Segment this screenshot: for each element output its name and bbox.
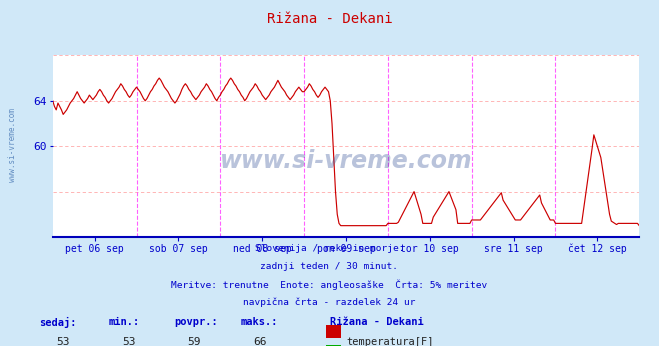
Text: Meritve: trenutne  Enote: angleosaške  Črta: 5% meritev: Meritve: trenutne Enote: angleosaške Črt… — [171, 280, 488, 290]
Text: 53: 53 — [56, 337, 69, 346]
Text: Slovenija / reke in morje.: Slovenija / reke in morje. — [255, 244, 404, 253]
Text: www.si-vreme.com: www.si-vreme.com — [8, 108, 17, 182]
Text: Rižana - Dekani: Rižana - Dekani — [267, 12, 392, 26]
Text: 53: 53 — [122, 337, 135, 346]
Text: min.:: min.: — [109, 317, 140, 327]
Text: povpr.:: povpr.: — [175, 317, 218, 327]
Text: www.si-vreme.com: www.si-vreme.com — [219, 149, 473, 173]
Text: 59: 59 — [188, 337, 201, 346]
Text: temperatura[F]: temperatura[F] — [346, 337, 434, 346]
Text: 66: 66 — [254, 337, 267, 346]
Text: maks.:: maks.: — [241, 317, 278, 327]
Text: zadnji teden / 30 minut.: zadnji teden / 30 minut. — [260, 262, 399, 271]
Text: sedaj:: sedaj: — [40, 317, 77, 328]
Text: Rižana - Dekani: Rižana - Dekani — [330, 317, 423, 327]
Text: navpična črta - razdelek 24 ur: navpična črta - razdelek 24 ur — [243, 298, 416, 307]
